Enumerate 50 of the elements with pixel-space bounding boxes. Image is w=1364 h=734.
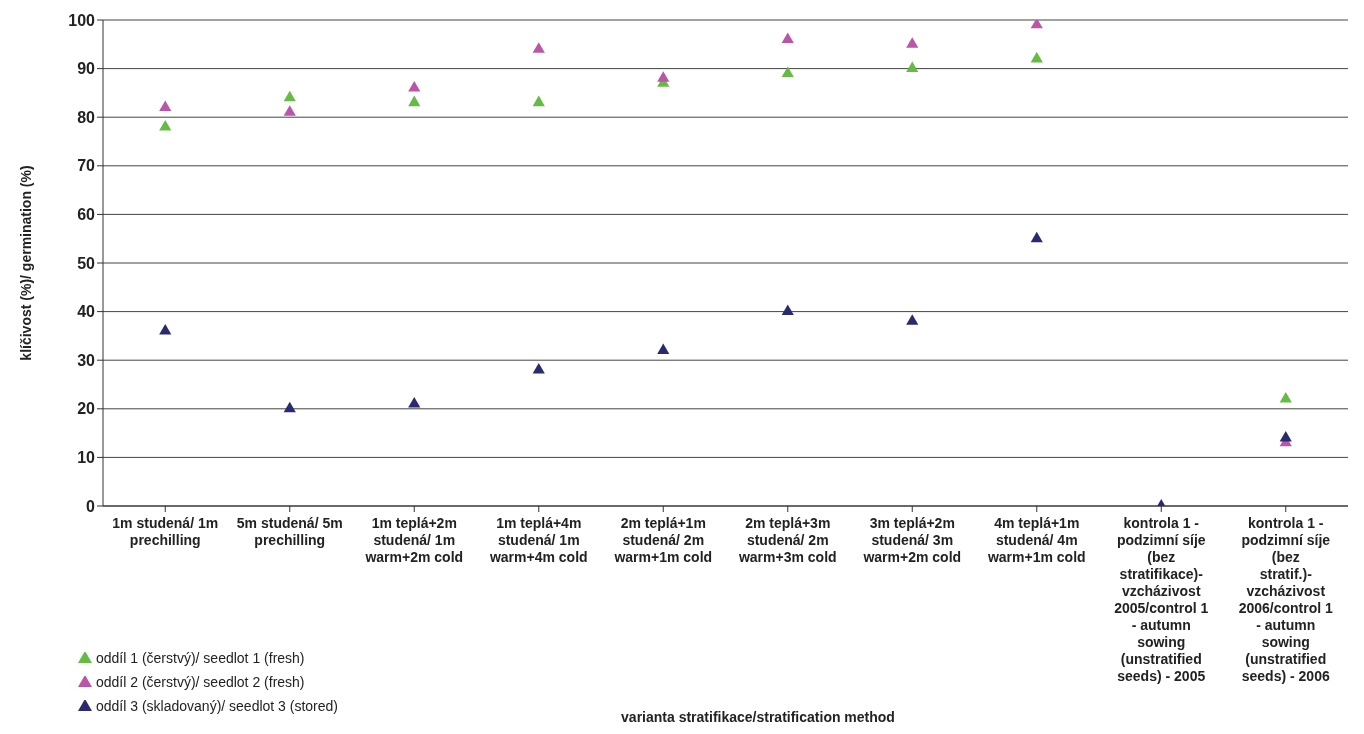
legend-label: oddíl 2 (čerstvý)/ seedlot 2 (fresh) [96, 673, 306, 692]
y-tick-label: 30 [77, 351, 96, 369]
point [1030, 231, 1043, 243]
y-tick-label: 0 [86, 497, 96, 515]
point [906, 314, 919, 325]
point [1030, 51, 1043, 63]
point [657, 343, 670, 354]
point [906, 61, 919, 73]
point [532, 95, 545, 107]
y-tick-label: 40 [77, 303, 96, 321]
point [408, 81, 421, 92]
x-tick-label: 1m teplá+2m studená/ 1m warm+2m cold [364, 515, 464, 565]
point [781, 66, 794, 77]
y-tick-label: 70 [77, 157, 96, 175]
y-tick-label: 60 [77, 206, 96, 224]
point [283, 90, 296, 102]
y-tick-label: 80 [77, 108, 96, 126]
legend-label: oddíl 1 (čerstvý)/ seedlot 1 (fresh) [96, 649, 306, 668]
point [532, 362, 545, 374]
x-tick-label: 1m studená/ 1m prechilling [112, 515, 219, 548]
point [906, 37, 919, 48]
point [1279, 392, 1292, 403]
point [1279, 430, 1292, 442]
point [657, 71, 670, 82]
point [781, 304, 794, 316]
point [159, 324, 172, 335]
y-tick-label: 100 [68, 11, 96, 29]
x-tick-label: 2m teplá+1m studená/ 2m warm+1m cold [613, 515, 713, 565]
y-tick-label: 20 [77, 400, 96, 418]
x-tick-label: 4m teplá+1m studená/ 4m warm+1m cold [986, 515, 1086, 565]
point [408, 95, 421, 107]
point [781, 32, 794, 43]
y-tick-label: 90 [77, 60, 96, 78]
point [283, 105, 296, 116]
y-tick-label: 10 [77, 449, 96, 467]
y-tick-label: 50 [77, 254, 96, 272]
point [159, 100, 172, 111]
x-tick-label: 1m teplá+4m studená/ 1m warm+4m cold [488, 515, 588, 565]
x-tick-label: 5m studená/ 5m prechilling [236, 515, 343, 548]
category-label: kontrola 1 - podzimní síje (bez stratif.)- vzcházivost 2006/control 1 - autumn sowing (unstratified seeds) - 2006 [1238, 515, 1333, 684]
x-tick-label: 3m teplá+2m studená/ 3m warm+2m cold [862, 515, 962, 565]
category-label: kontrola 1 - podzimní síje (bez stratifikace)- vzcházivost 2005/control 1 - autumn sowing (unstratified seeds) - 2005 [1114, 515, 1209, 684]
text: varianta stratifikace/stratification method [621, 709, 895, 725]
point [408, 396, 421, 408]
x-tick-label: 2m teplá+3m studená/ 2m warm+3m cold [737, 515, 837, 565]
point [532, 42, 545, 53]
legend-label: oddíl 3 (skladovaný)/ seedlot 3 (stored) [96, 697, 339, 716]
y-axis-title: klíčivost (%)/ germination (%) [17, 165, 34, 361]
point [283, 401, 296, 413]
point [159, 119, 172, 131]
